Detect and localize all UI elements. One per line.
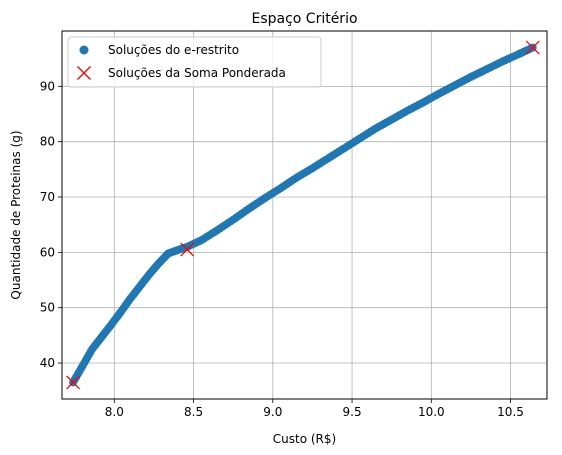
- legend-marker-circle: [79, 45, 89, 55]
- legend-marker-x: [77, 66, 91, 80]
- weighted-sum-marker: [525, 40, 540, 55]
- weighted-sum-marker: [180, 242, 195, 257]
- weighted-sum-marker: [66, 375, 81, 390]
- plot-frame: [61, 30, 548, 400]
- x-tick-label: 8.0: [105, 405, 124, 419]
- x-tick-label: 9.0: [263, 405, 282, 419]
- weighted-sum-line: [72, 46, 534, 383]
- weighted-sum-path: [72, 46, 534, 383]
- y-tick-label: 60: [40, 245, 55, 259]
- y-axis-label: Quantidade de Proteinas (g): [9, 130, 23, 299]
- weighted-sum-markers: [66, 40, 540, 390]
- e-restrito-points: [69, 43, 537, 387]
- y-tick-label: 50: [40, 301, 55, 315]
- x-tick-label: 9.5: [343, 405, 362, 419]
- x-tick-label: 10.5: [497, 405, 524, 419]
- x-tick-label: 8.5: [184, 405, 203, 419]
- y-tick-label: 90: [40, 79, 55, 93]
- chart-title: Espaço Critério: [251, 11, 357, 27]
- legend: Soluções do e-restrito Soluções da Soma …: [67, 36, 322, 88]
- y-tick-label: 80: [40, 135, 55, 149]
- x-tick-label: 10.0: [418, 405, 445, 419]
- legend-box: [67, 36, 322, 88]
- y-tick-label: 70: [40, 190, 55, 204]
- legend-entry-e-restrito: Soluções do e-restrito: [108, 43, 239, 57]
- y-tick-label: 40: [40, 356, 55, 370]
- x-axis-ticks: 8.0 8.5 9.0 9.5 10.0 10.5: [105, 399, 524, 419]
- x-axis-label: Custo (R$): [273, 432, 336, 446]
- legend-entry-soma-ponderada: Soluções da Soma Ponderada: [108, 66, 286, 80]
- y-axis-ticks: 40 50 60 70 80 90: [40, 79, 62, 370]
